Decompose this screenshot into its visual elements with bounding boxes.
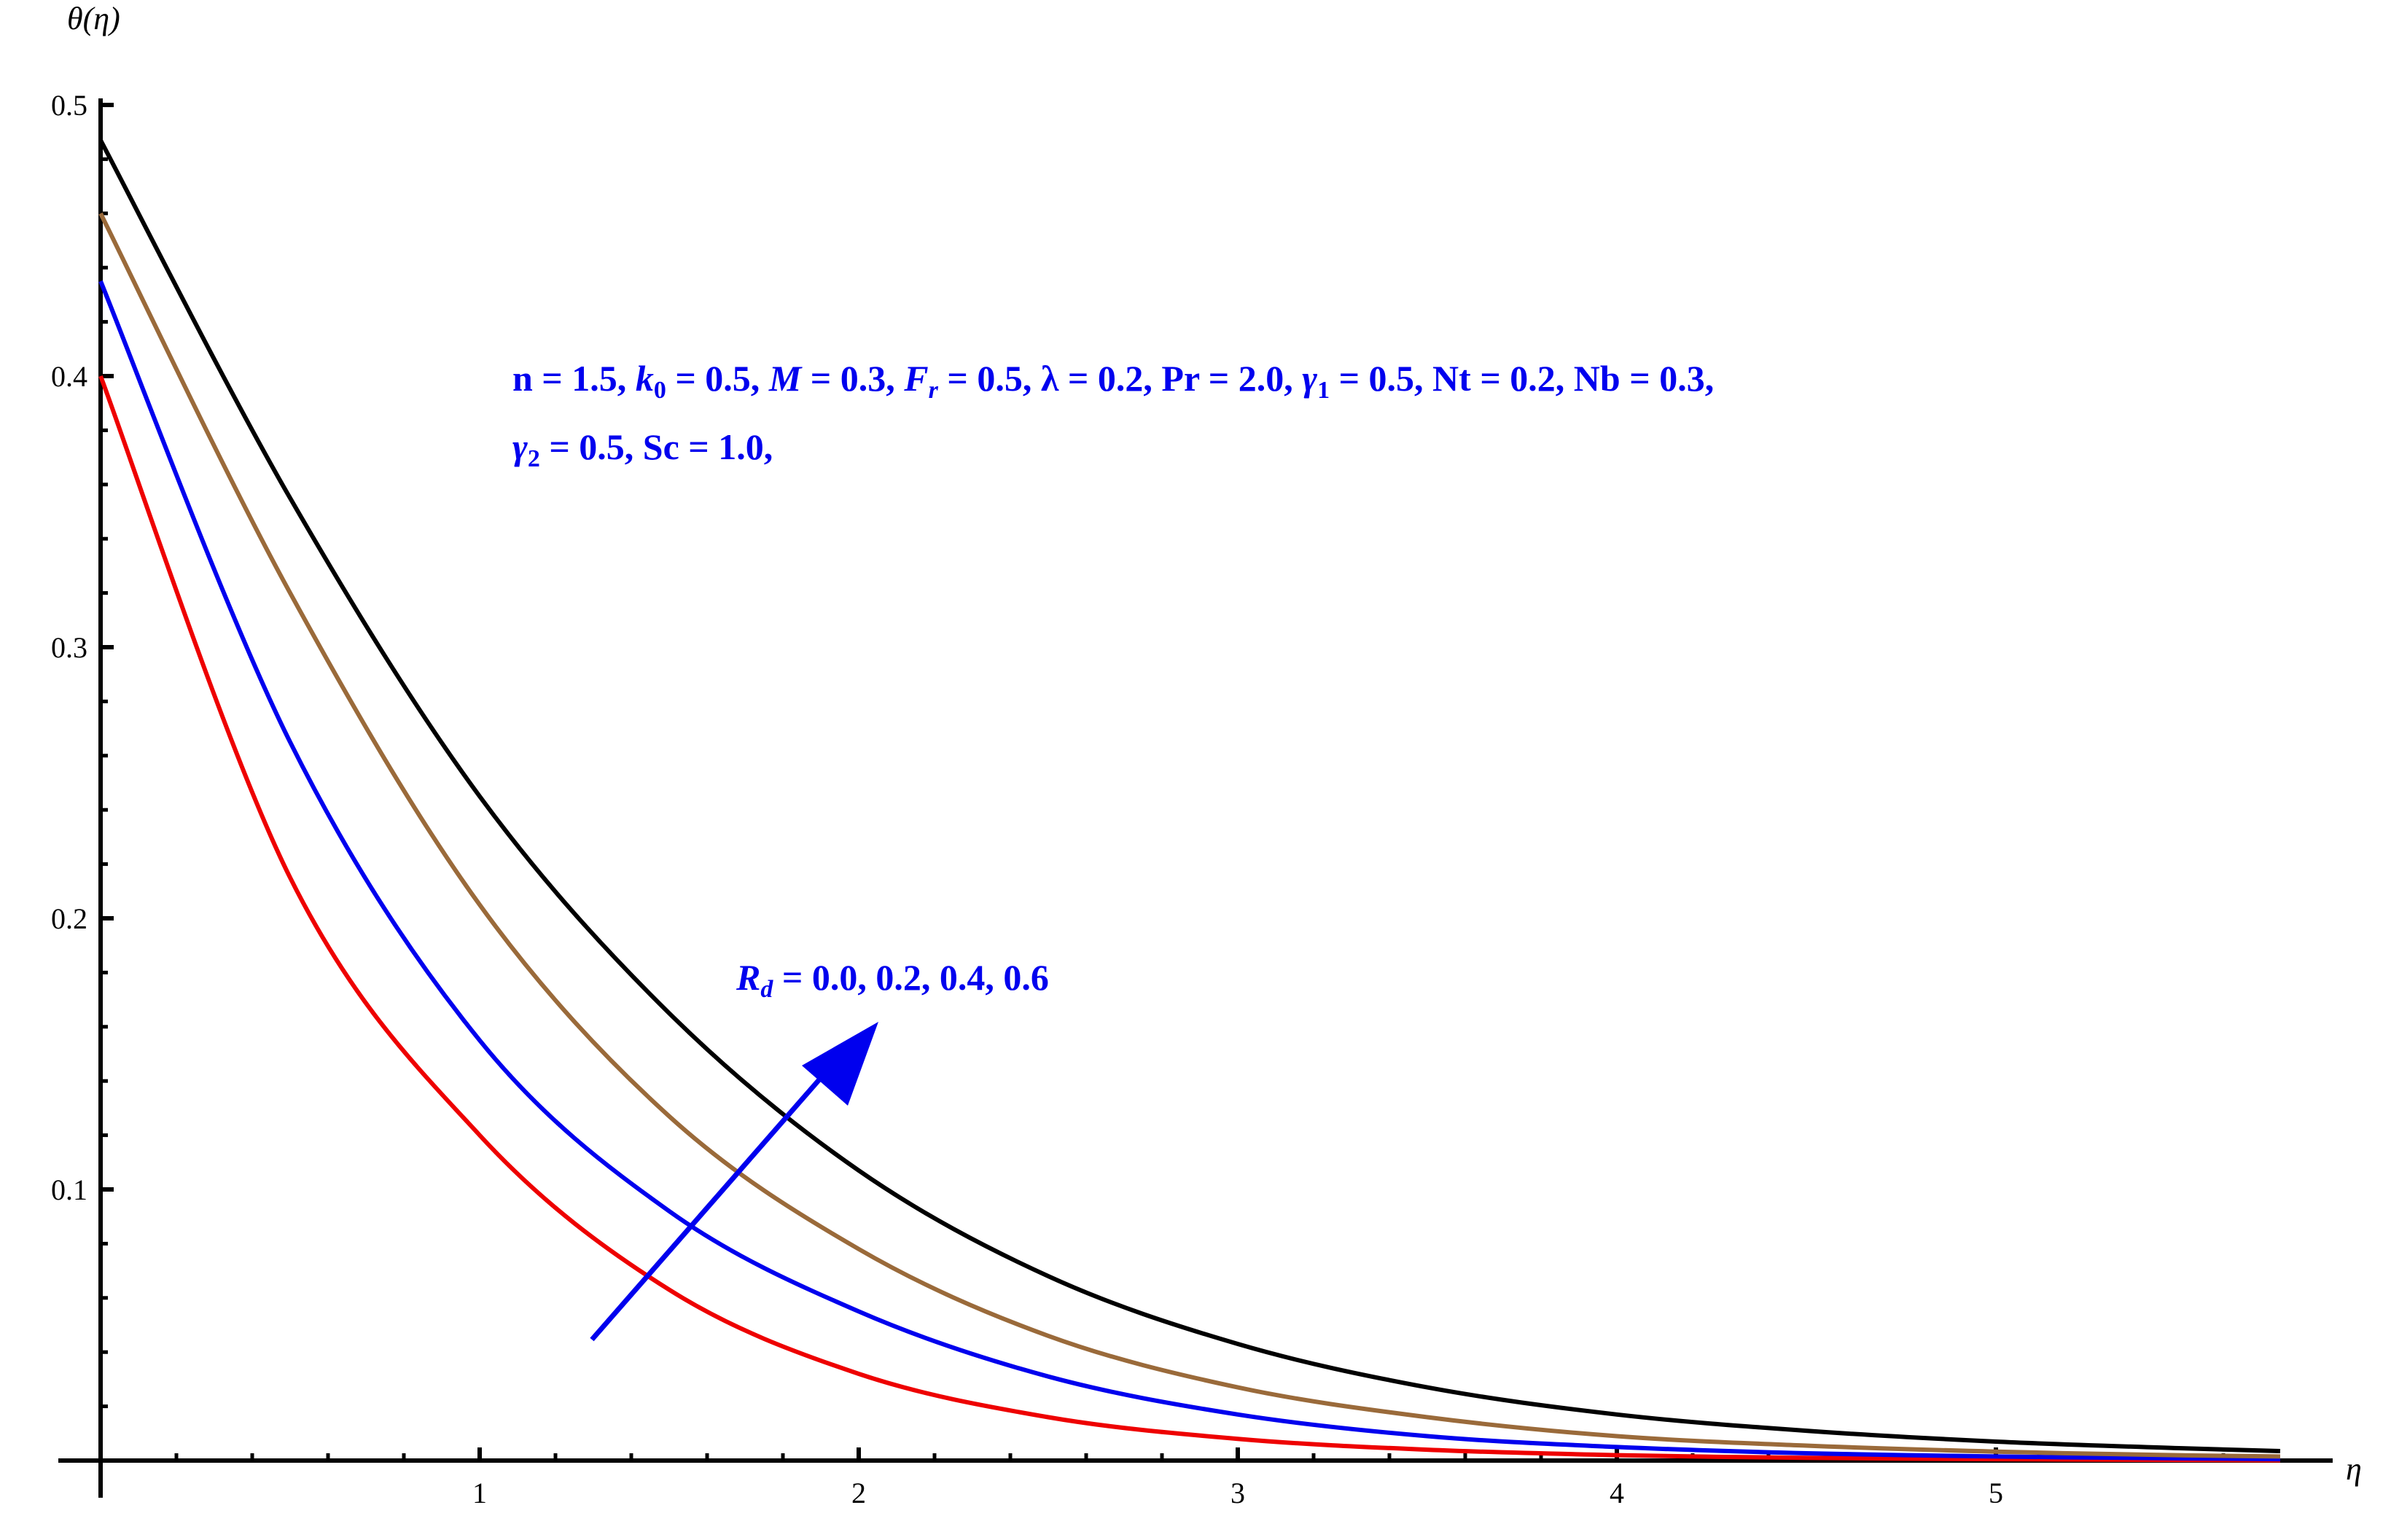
- series-line-2: [98, 280, 2281, 1462]
- x-tick-label: 4: [1610, 1477, 1624, 1509]
- rd-increase-arrow: [590, 1022, 878, 1342]
- x-axis-title: η: [2346, 1451, 2362, 1487]
- curves: [98, 138, 2281, 1463]
- y-axis-title: θ(η): [67, 1, 120, 36]
- series-line-3: [98, 212, 2281, 1459]
- parameter-annotation-line-2: γ2 = 0.5, Sc = 1.0,: [512, 426, 773, 472]
- x-tick-label: 2: [851, 1477, 866, 1509]
- x-tick-label: 5: [1989, 1477, 2003, 1509]
- y-tick-label: 0.1: [51, 1173, 87, 1206]
- y-tick-label: 0.4: [51, 360, 87, 393]
- y-tick-label: 0.2: [51, 902, 87, 935]
- y-tick-label: 0.5: [51, 89, 87, 122]
- x-tick-label: 3: [1230, 1477, 1245, 1509]
- series-line-1: [98, 375, 2281, 1463]
- parameter-annotation-line-1: n = 1.5, k0 = 0.5, M = 0.3, Fr = 0.5, λ …: [512, 358, 1714, 404]
- axes: 1 2 3 4 5 0.1 0.2 0.3 0.4 0.5: [51, 89, 2333, 1509]
- series-line-4: [98, 138, 2281, 1453]
- rd-arrow-label: Rd = 0.0, 0.2, 0.4, 0.6: [736, 957, 1049, 1003]
- x-tick-label: 1: [472, 1477, 487, 1509]
- y-tick-label: 0.3: [51, 631, 87, 664]
